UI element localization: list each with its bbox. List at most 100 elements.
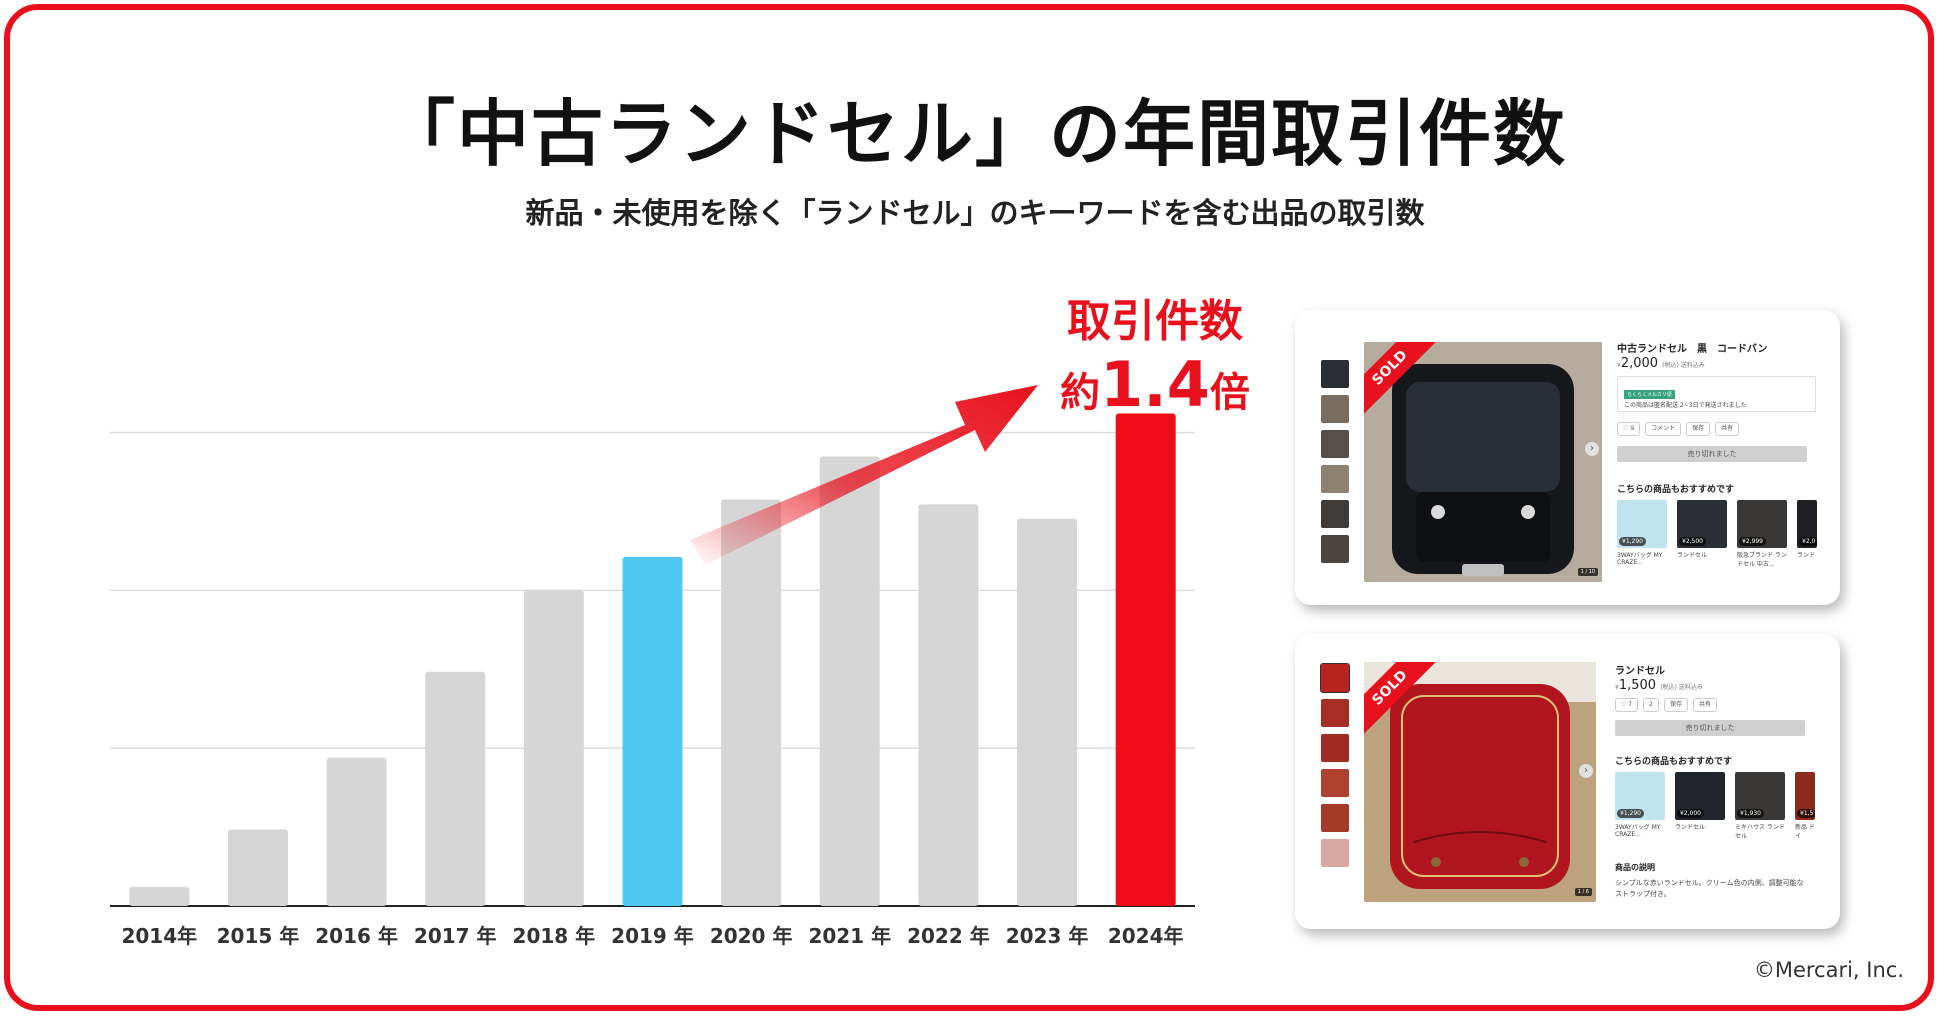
- bar-1: [227, 829, 288, 906]
- bar-chart: 2014年 2015 年 2016 年 2017 年 2018 年 2019 年 2020 …: [110, 385, 1195, 948]
- x-tick-label: 2017 年: [414, 924, 497, 948]
- x-tick-label: 2014年: [121, 924, 197, 948]
- recommend-item[interactable]: ¥1,930 ミキハウス ランドセル: [1735, 772, 1787, 840]
- thumbnail[interactable]: [1321, 734, 1349, 762]
- bar-8: [918, 504, 979, 906]
- annotation-prefix: 約: [1060, 370, 1101, 416]
- price-note: (税込) 送料込み: [1662, 362, 1705, 369]
- recommend-item[interactable]: ¥2,999 阪急ブランド ランドセル 中古...: [1737, 500, 1789, 568]
- product-photo: SOLD 1 / 6: [1364, 662, 1596, 902]
- bar-7: [819, 456, 880, 906]
- photo-pager: 1 / 10: [1577, 568, 1598, 576]
- like-button[interactable]: ♡ 7: [1615, 698, 1639, 712]
- comment-button[interactable]: 2: [1643, 698, 1659, 712]
- share-button[interactable]: 共有: [1692, 698, 1717, 712]
- x-tick-label: 2019 年: [611, 924, 694, 948]
- annotation-title: 取引件数: [1067, 296, 1243, 347]
- annotation-suffix: 倍: [1209, 370, 1250, 416]
- thumbnail[interactable]: [1321, 699, 1349, 727]
- product-price: ¥2,000 (税込) 送料込み: [1617, 356, 1705, 371]
- thumbnail[interactable]: [1321, 500, 1349, 528]
- recommend-item[interactable]: ¥2,0 ランド: [1797, 500, 1817, 568]
- action-buttons: ♡ 7 2 保存 共有: [1615, 698, 1717, 712]
- thumbnail[interactable]: [1321, 360, 1349, 388]
- save-button[interactable]: 保存: [1686, 422, 1711, 436]
- recommend-item[interactable]: ¥2,000 ランドセル: [1675, 772, 1727, 840]
- listing-card-black[interactable]: SOLD 1 / 10 › 中古ランドセル 黒 コードバン ¥2,000 (税込…: [1295, 310, 1840, 605]
- x-tick-label: 2016 年: [315, 924, 398, 948]
- sold-out-button[interactable]: 売り切れました: [1615, 720, 1805, 736]
- price-value: 1,500: [1618, 678, 1657, 693]
- thumbnail[interactable]: [1321, 395, 1349, 423]
- bar-3: [425, 671, 486, 906]
- recommend-label: 阪急ブランド ランドセル 中古...: [1737, 552, 1787, 568]
- page-title: 「中古ランドセル」の年間取引件数: [382, 92, 1567, 176]
- bar-2: [326, 757, 387, 906]
- next-photo-arrow[interactable]: ›: [1585, 442, 1599, 456]
- x-tick-label: 2018 年: [513, 924, 596, 948]
- page-subtitle: 新品・未使用を除く「ランドセル」のキーワードを含む出品の取引数: [525, 196, 1425, 230]
- price-note: (税込) 送料込み: [1660, 684, 1703, 691]
- recommend-item[interactable]: ¥1,290 3WAYバッグ MY CRAZE...: [1617, 500, 1669, 568]
- currency-symbol: ¥: [1615, 684, 1619, 691]
- save-button[interactable]: 保存: [1663, 698, 1688, 712]
- x-tick-label: 2022 年: [907, 924, 990, 948]
- annotation-ratio: 約1.4倍: [1040, 348, 1270, 421]
- recommend-label: 3WAYバッグ MY CRAZE...: [1615, 824, 1661, 838]
- recommend-title: こちらの商品もおすすめです: [1617, 485, 1735, 495]
- shipping-badge: らくらくメルカリ便: [1624, 390, 1675, 399]
- copyright: ©Mercari, Inc.: [1753, 958, 1904, 982]
- x-tick-label: 2021 年: [808, 924, 891, 948]
- recommend-image: ¥2,999: [1737, 500, 1787, 548]
- recommend-item[interactable]: ¥1,5 新品 ドイ: [1795, 772, 1815, 840]
- description-title: 商品の説明: [1615, 863, 1655, 872]
- recommend-label: 新品 ドイ: [1795, 824, 1815, 840]
- thumbnail[interactable]: [1321, 535, 1349, 563]
- thumbnail[interactable]: [1321, 804, 1349, 832]
- recommend-list: ¥1,290 3WAYバッグ MY CRAZE... ¥2,000 ランドセル …: [1615, 772, 1815, 840]
- comment-button[interactable]: コメント: [1645, 422, 1682, 436]
- recommend-image: ¥2,0: [1797, 500, 1817, 548]
- shipping-box: らくらくメルカリ便 この商品は匿名配送 2~3日で発送されました: [1617, 376, 1816, 412]
- x-tick-label: 2024年: [1108, 924, 1184, 948]
- thumbnail[interactable]: [1321, 430, 1349, 458]
- recommend-price: ¥1,930: [1737, 809, 1764, 818]
- recommend-title: こちらの商品もおすすめです: [1615, 757, 1733, 767]
- price-value: 2,000: [1620, 356, 1659, 371]
- x-tick-label: 2015 年: [217, 924, 300, 948]
- recommend-item[interactable]: ¥2,500 ランドセル: [1677, 500, 1729, 568]
- recommend-image: ¥1,290: [1617, 500, 1667, 548]
- next-photo-arrow[interactable]: ›: [1579, 764, 1593, 778]
- recommend-image: ¥1,5: [1795, 772, 1815, 820]
- recommend-image: ¥2,000: [1675, 772, 1725, 820]
- black-randoseru-image: [1364, 342, 1602, 582]
- bar-9: [1017, 518, 1078, 906]
- annotation-value: 1.4: [1100, 348, 1210, 421]
- action-buttons: ♡ 9 コメント 保存 共有: [1617, 422, 1740, 436]
- share-button[interactable]: 共有: [1715, 422, 1740, 436]
- product-price: ¥1,500 (税込) 送料込み: [1615, 678, 1703, 693]
- recommend-price: ¥2,0: [1799, 537, 1817, 546]
- bar-6: [721, 499, 782, 906]
- thumbnail[interactable]: [1321, 465, 1349, 493]
- recommend-image: ¥2,500: [1677, 500, 1727, 548]
- product-name: ランドセル: [1615, 666, 1665, 677]
- thumbnail-strip: [1320, 663, 1350, 874]
- recommend-price: ¥2,500: [1679, 537, 1706, 546]
- recommend-item[interactable]: ¥1,290 3WAYバッグ MY CRAZE...: [1615, 772, 1667, 840]
- like-button[interactable]: ♡ 9: [1617, 422, 1641, 436]
- sold-out-button[interactable]: 売り切れました: [1617, 446, 1807, 462]
- thumbnail[interactable]: [1321, 769, 1349, 797]
- currency-symbol: ¥: [1617, 362, 1621, 369]
- bar-10: [1115, 413, 1176, 906]
- listing-card-red[interactable]: SOLD 1 / 6 › ランドセル ¥1,500 (税込) 送料込み ♡ 7 …: [1295, 634, 1840, 929]
- thumbnail[interactable]: [1320, 663, 1350, 693]
- recommend-price: ¥2,999: [1739, 537, 1766, 546]
- recommend-label: 3WAYバッグ MY CRAZE...: [1617, 552, 1663, 566]
- recommend-label: ランドセル: [1677, 552, 1708, 559]
- thumbnail[interactable]: [1321, 839, 1349, 867]
- description-text: シンプルな赤いランドセル。クリーム色の内側、調整可能なストラップ付き。: [1615, 879, 1804, 898]
- shipping-text: この商品は匿名配送 2~3日で発送されました: [1624, 402, 1747, 409]
- x-tick-label: 2020 年: [710, 924, 793, 948]
- recommend-image: ¥1,930: [1735, 772, 1785, 820]
